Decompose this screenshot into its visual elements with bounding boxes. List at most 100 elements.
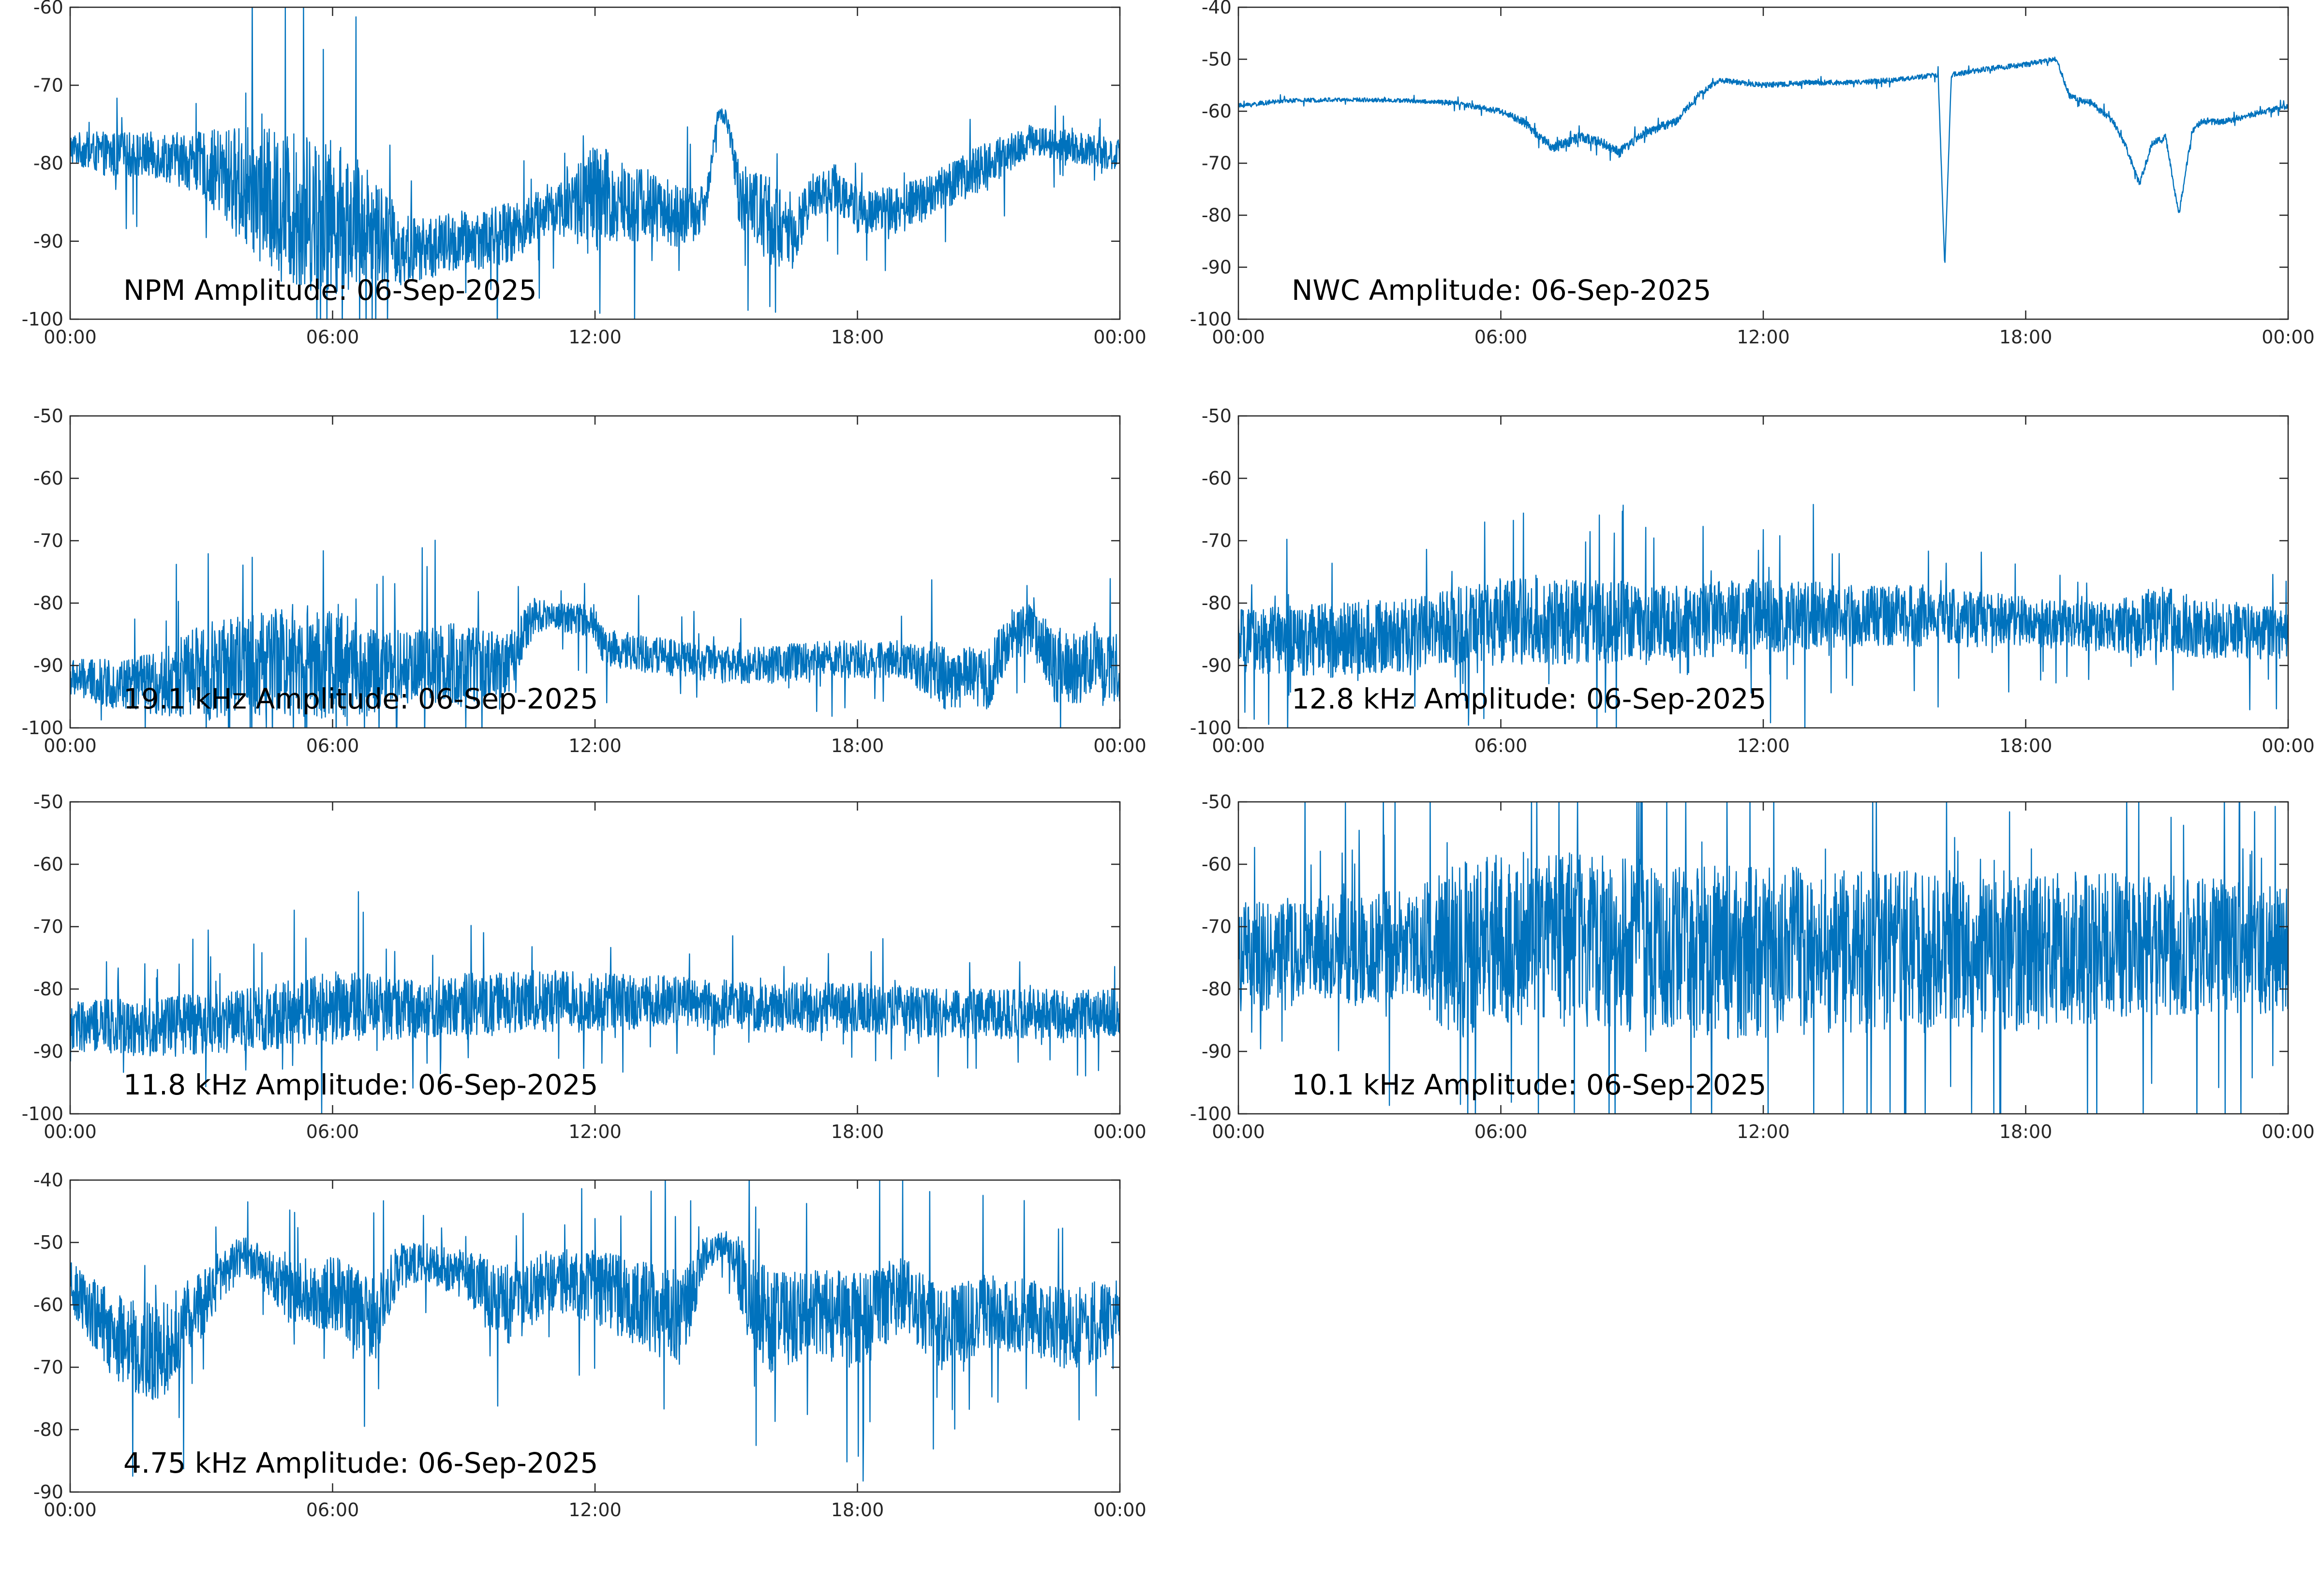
x-tick-label: 06:00 — [1474, 1121, 1528, 1142]
y-tick-label: -80 — [33, 1419, 63, 1440]
x-tick-label: 06:00 — [306, 735, 359, 756]
y-tick-label: -60 — [1202, 101, 1232, 122]
y-tick-label: -70 — [33, 530, 63, 551]
y-tick-label: -70 — [33, 916, 63, 937]
y-tick-label: -70 — [33, 1357, 63, 1378]
y-tick-label: -90 — [33, 1041, 63, 1062]
x-tick-label: 00:00 — [1212, 326, 1265, 348]
chart-panel-4: 00:00 06:00 12:00 18:00 00:00-100-90-80-70-6… — [1190, 405, 2315, 756]
y-tick-label: -90 — [33, 231, 63, 252]
x-tick-label: 18:00 — [831, 1499, 884, 1521]
x-tick-label: 12:00 — [1737, 1121, 1790, 1142]
x-tick-label: 00:00 — [1093, 326, 1146, 348]
chart-title: 11.8 kHz Amplitude: 06-Sep-2025 — [123, 1068, 598, 1101]
y-tick-label: -50 — [1202, 405, 1232, 427]
y-tick-label: -80 — [1202, 205, 1232, 226]
y-tick-label: -100 — [22, 717, 63, 739]
x-tick-label: 00:00 — [1093, 1121, 1146, 1142]
x-tick-label: 00:00 — [1212, 735, 1265, 756]
y-tick-label: -90 — [1202, 655, 1232, 676]
y-tick-label: -90 — [1202, 257, 1232, 278]
x-tick-label: 18:00 — [1999, 735, 2053, 756]
y-tick-label: -60 — [33, 468, 63, 489]
axes-frame — [69, 415, 1121, 729]
y-tick-label: -60 — [33, 854, 63, 875]
chart-title: 10.1 kHz Amplitude: 06-Sep-2025 — [1292, 1068, 1766, 1101]
chart-panel-3: 00:00 06:00 12:00 18:00 00:00-100-90-80-70-6… — [22, 405, 1146, 756]
y-tick-label: -100 — [22, 1103, 63, 1124]
y-tick-label: -60 — [1202, 854, 1232, 875]
chart-title: 12.8 kHz Amplitude: 06-Sep-2025 — [1292, 682, 1766, 715]
chart-title: NWC Amplitude: 06-Sep-2025 — [1292, 274, 1711, 307]
y-tick-label: -60 — [33, 1294, 63, 1315]
x-tick-label: 12:00 — [1737, 735, 1790, 756]
series-line — [70, 891, 1120, 1114]
y-tick-label: -100 — [1190, 717, 1232, 739]
y-tick-label: -50 — [33, 1232, 63, 1253]
x-tick-label: 00:00 — [44, 326, 97, 348]
x-tick-label: 00:00 — [1212, 1121, 1265, 1142]
x-tick-label: 18:00 — [831, 1121, 884, 1142]
y-tick-label: -50 — [33, 405, 63, 427]
x-tick-label: 12:00 — [568, 735, 622, 756]
x-tick-label: 06:00 — [1474, 735, 1528, 756]
x-tick-label: 12:00 — [568, 326, 622, 348]
x-tick-label: 00:00 — [44, 735, 97, 756]
series-line — [70, 539, 1120, 728]
chart-panel-7: 00:00 06:00 12:00 18:00 00:00-90-80-70-60-50… — [33, 1169, 1146, 1521]
y-tick-label: -90 — [33, 1481, 63, 1503]
chart-panel-2: 00:00 06:00 12:00 18:00 00:00-100-90-80-70-6… — [1190, 0, 2315, 348]
y-tick-label: -100 — [1190, 1103, 1232, 1124]
chart-panel-5: 00:00 06:00 12:00 18:00 00:00-100-90-80-70-6… — [22, 791, 1146, 1142]
x-tick-label: 00:00 — [2262, 1121, 2315, 1142]
y-tick-label: -90 — [33, 655, 63, 676]
x-tick-label: 06:00 — [306, 1499, 359, 1521]
y-tick-label: -90 — [1202, 1041, 1232, 1062]
x-tick-label: 12:00 — [568, 1499, 622, 1521]
x-tick-label: 06:00 — [306, 326, 359, 348]
chart-title: 19.1 kHz Amplitude: 06-Sep-2025 — [123, 682, 598, 715]
x-tick-label: 12:00 — [568, 1121, 622, 1142]
y-tick-label: -100 — [1190, 309, 1232, 330]
y-tick-label: -80 — [33, 978, 63, 1000]
chart-title: NPM Amplitude: 06-Sep-2025 — [123, 274, 537, 307]
y-tick-label: -80 — [1202, 978, 1232, 1000]
y-tick-label: -40 — [1202, 0, 1232, 18]
series-line — [1238, 503, 2288, 728]
y-tick-label: -80 — [33, 153, 63, 174]
x-tick-label: 06:00 — [1474, 326, 1528, 348]
y-tick-label: -80 — [33, 592, 63, 614]
chart-panel-1: 00:00 06:00 12:00 18:00 00:00-100-90-80-70-6… — [22, 0, 1146, 348]
x-tick-label: 00:00 — [1093, 1499, 1146, 1521]
y-tick-label: -70 — [1202, 153, 1232, 174]
chart-panel-6: 00:00 06:00 12:00 18:00 00:00-100-90-80-70-6… — [1190, 791, 2315, 1142]
series-line — [1238, 56, 2288, 263]
y-tick-label: -100 — [22, 309, 63, 330]
x-tick-label: 00:00 — [44, 1121, 97, 1142]
series-line — [70, 1180, 1120, 1482]
x-tick-label: 12:00 — [1737, 326, 1790, 348]
y-tick-label: -50 — [1202, 791, 1232, 813]
series-line — [1238, 802, 2288, 1114]
y-tick-label: -50 — [33, 791, 63, 813]
x-tick-label: 00:00 — [2262, 735, 2315, 756]
y-tick-label: -70 — [1202, 916, 1232, 937]
x-tick-label: 18:00 — [1999, 1121, 2053, 1142]
y-tick-label: -60 — [1202, 468, 1232, 489]
y-tick-label: -40 — [33, 1169, 63, 1191]
x-tick-label: 18:00 — [1999, 326, 2053, 348]
y-tick-label: -50 — [1202, 49, 1232, 70]
x-tick-label: 00:00 — [2262, 326, 2315, 348]
x-tick-label: 06:00 — [306, 1121, 359, 1142]
x-tick-label: 18:00 — [831, 735, 884, 756]
series-line — [70, 7, 1120, 319]
chart-title: 4.75 kHz Amplitude: 06-Sep-2025 — [123, 1447, 598, 1479]
x-tick-label: 18:00 — [831, 326, 884, 348]
y-tick-label: -80 — [1202, 592, 1232, 614]
x-tick-label: 00:00 — [1093, 735, 1146, 756]
x-tick-label: 00:00 — [44, 1499, 97, 1521]
axes-frame — [69, 801, 1121, 1115]
y-tick-label: -70 — [1202, 530, 1232, 551]
y-tick-label: -70 — [33, 74, 63, 96]
